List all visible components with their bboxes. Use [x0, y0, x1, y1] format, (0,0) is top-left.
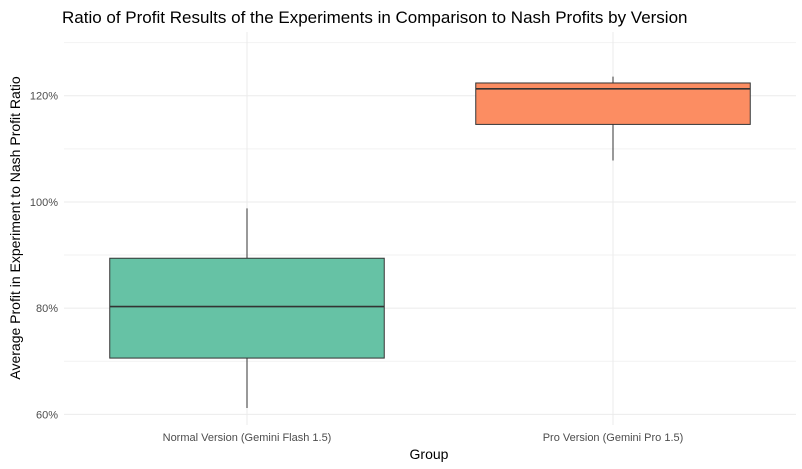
boxes — [109, 76, 751, 409]
box — [109, 257, 385, 359]
y-tick-label: 100% — [30, 197, 58, 209]
x-tick-labels: Normal Version (Gemini Flash 1.5) Pro Ver… — [163, 432, 684, 444]
y-tick-label: 80% — [36, 303, 58, 315]
y-tick-label: 120% — [30, 91, 58, 103]
y-axis-title: Average Profit in Experiment to Nash Pro… — [7, 76, 23, 379]
box — [475, 82, 751, 125]
y-tick-label: 60% — [36, 409, 58, 421]
y-tick-labels: 60% 80% 100% 120% — [30, 91, 58, 422]
chart-title: Ratio of Profit Results of the Experimen… — [62, 8, 688, 27]
box-group — [475, 76, 751, 161]
x-tick-label: Normal Version (Gemini Flash 1.5) — [163, 432, 332, 444]
box-group — [109, 208, 385, 409]
x-tick-label: Pro Version (Gemini Pro 1.5) — [543, 432, 684, 444]
x-axis-title: Group — [410, 446, 449, 462]
